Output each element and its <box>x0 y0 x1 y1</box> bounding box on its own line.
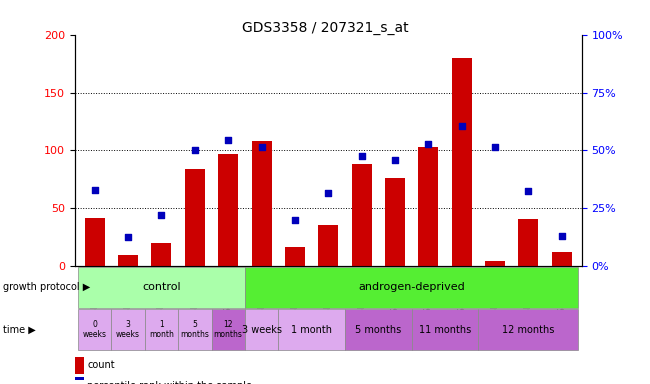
Point <box>390 157 400 163</box>
Bar <box>111 310 145 350</box>
Text: percentile rank within the sample: percentile rank within the sample <box>87 381 252 384</box>
Point <box>423 141 434 147</box>
Bar <box>278 310 345 350</box>
Bar <box>178 310 211 350</box>
Point <box>323 190 333 197</box>
Text: GDS3358 / 207321_s_at: GDS3358 / 207321_s_at <box>242 21 408 35</box>
Point <box>356 153 367 159</box>
Text: 3
weeks: 3 weeks <box>116 320 140 339</box>
Bar <box>78 310 111 350</box>
Text: 1
month: 1 month <box>149 320 174 339</box>
Text: 11 months: 11 months <box>419 324 471 334</box>
Bar <box>518 219 538 266</box>
Text: 12 months: 12 months <box>502 324 554 334</box>
Text: control: control <box>142 283 181 293</box>
Point <box>223 137 233 143</box>
Bar <box>411 310 478 350</box>
Point <box>556 233 567 239</box>
Text: 3 weeks: 3 weeks <box>242 324 281 334</box>
Bar <box>145 310 178 350</box>
Text: 5 months: 5 months <box>355 324 402 334</box>
Point <box>523 188 534 194</box>
Bar <box>352 164 372 266</box>
Point <box>456 123 467 129</box>
Bar <box>118 255 138 266</box>
Bar <box>385 178 405 266</box>
Bar <box>252 141 272 266</box>
Bar <box>245 267 578 308</box>
Text: 0
weeks: 0 weeks <box>83 320 107 339</box>
Bar <box>552 252 572 266</box>
Bar <box>84 218 105 266</box>
Bar <box>485 261 505 266</box>
Text: 12
months: 12 months <box>214 320 242 339</box>
Bar <box>75 377 84 384</box>
Bar <box>211 310 245 350</box>
Point <box>156 212 166 218</box>
Point <box>90 187 100 193</box>
Bar <box>285 247 305 266</box>
Text: 1 month: 1 month <box>291 324 332 334</box>
Bar <box>218 154 238 266</box>
Bar <box>151 243 172 266</box>
Bar <box>452 58 472 266</box>
Text: 5
months: 5 months <box>181 320 209 339</box>
Point <box>490 144 501 150</box>
Point <box>123 234 133 240</box>
Bar <box>185 169 205 266</box>
Point <box>290 217 300 223</box>
Bar <box>75 357 84 374</box>
Bar <box>419 147 438 266</box>
Text: count: count <box>87 361 115 371</box>
Bar <box>478 310 578 350</box>
Bar <box>245 310 278 350</box>
Bar <box>318 225 338 266</box>
Bar <box>78 267 245 308</box>
Text: time ▶: time ▶ <box>3 324 36 334</box>
Point <box>190 147 200 154</box>
Bar <box>345 310 411 350</box>
Point <box>256 144 266 150</box>
Text: growth protocol ▶: growth protocol ▶ <box>3 283 90 293</box>
Text: androgen-deprived: androgen-deprived <box>358 283 465 293</box>
